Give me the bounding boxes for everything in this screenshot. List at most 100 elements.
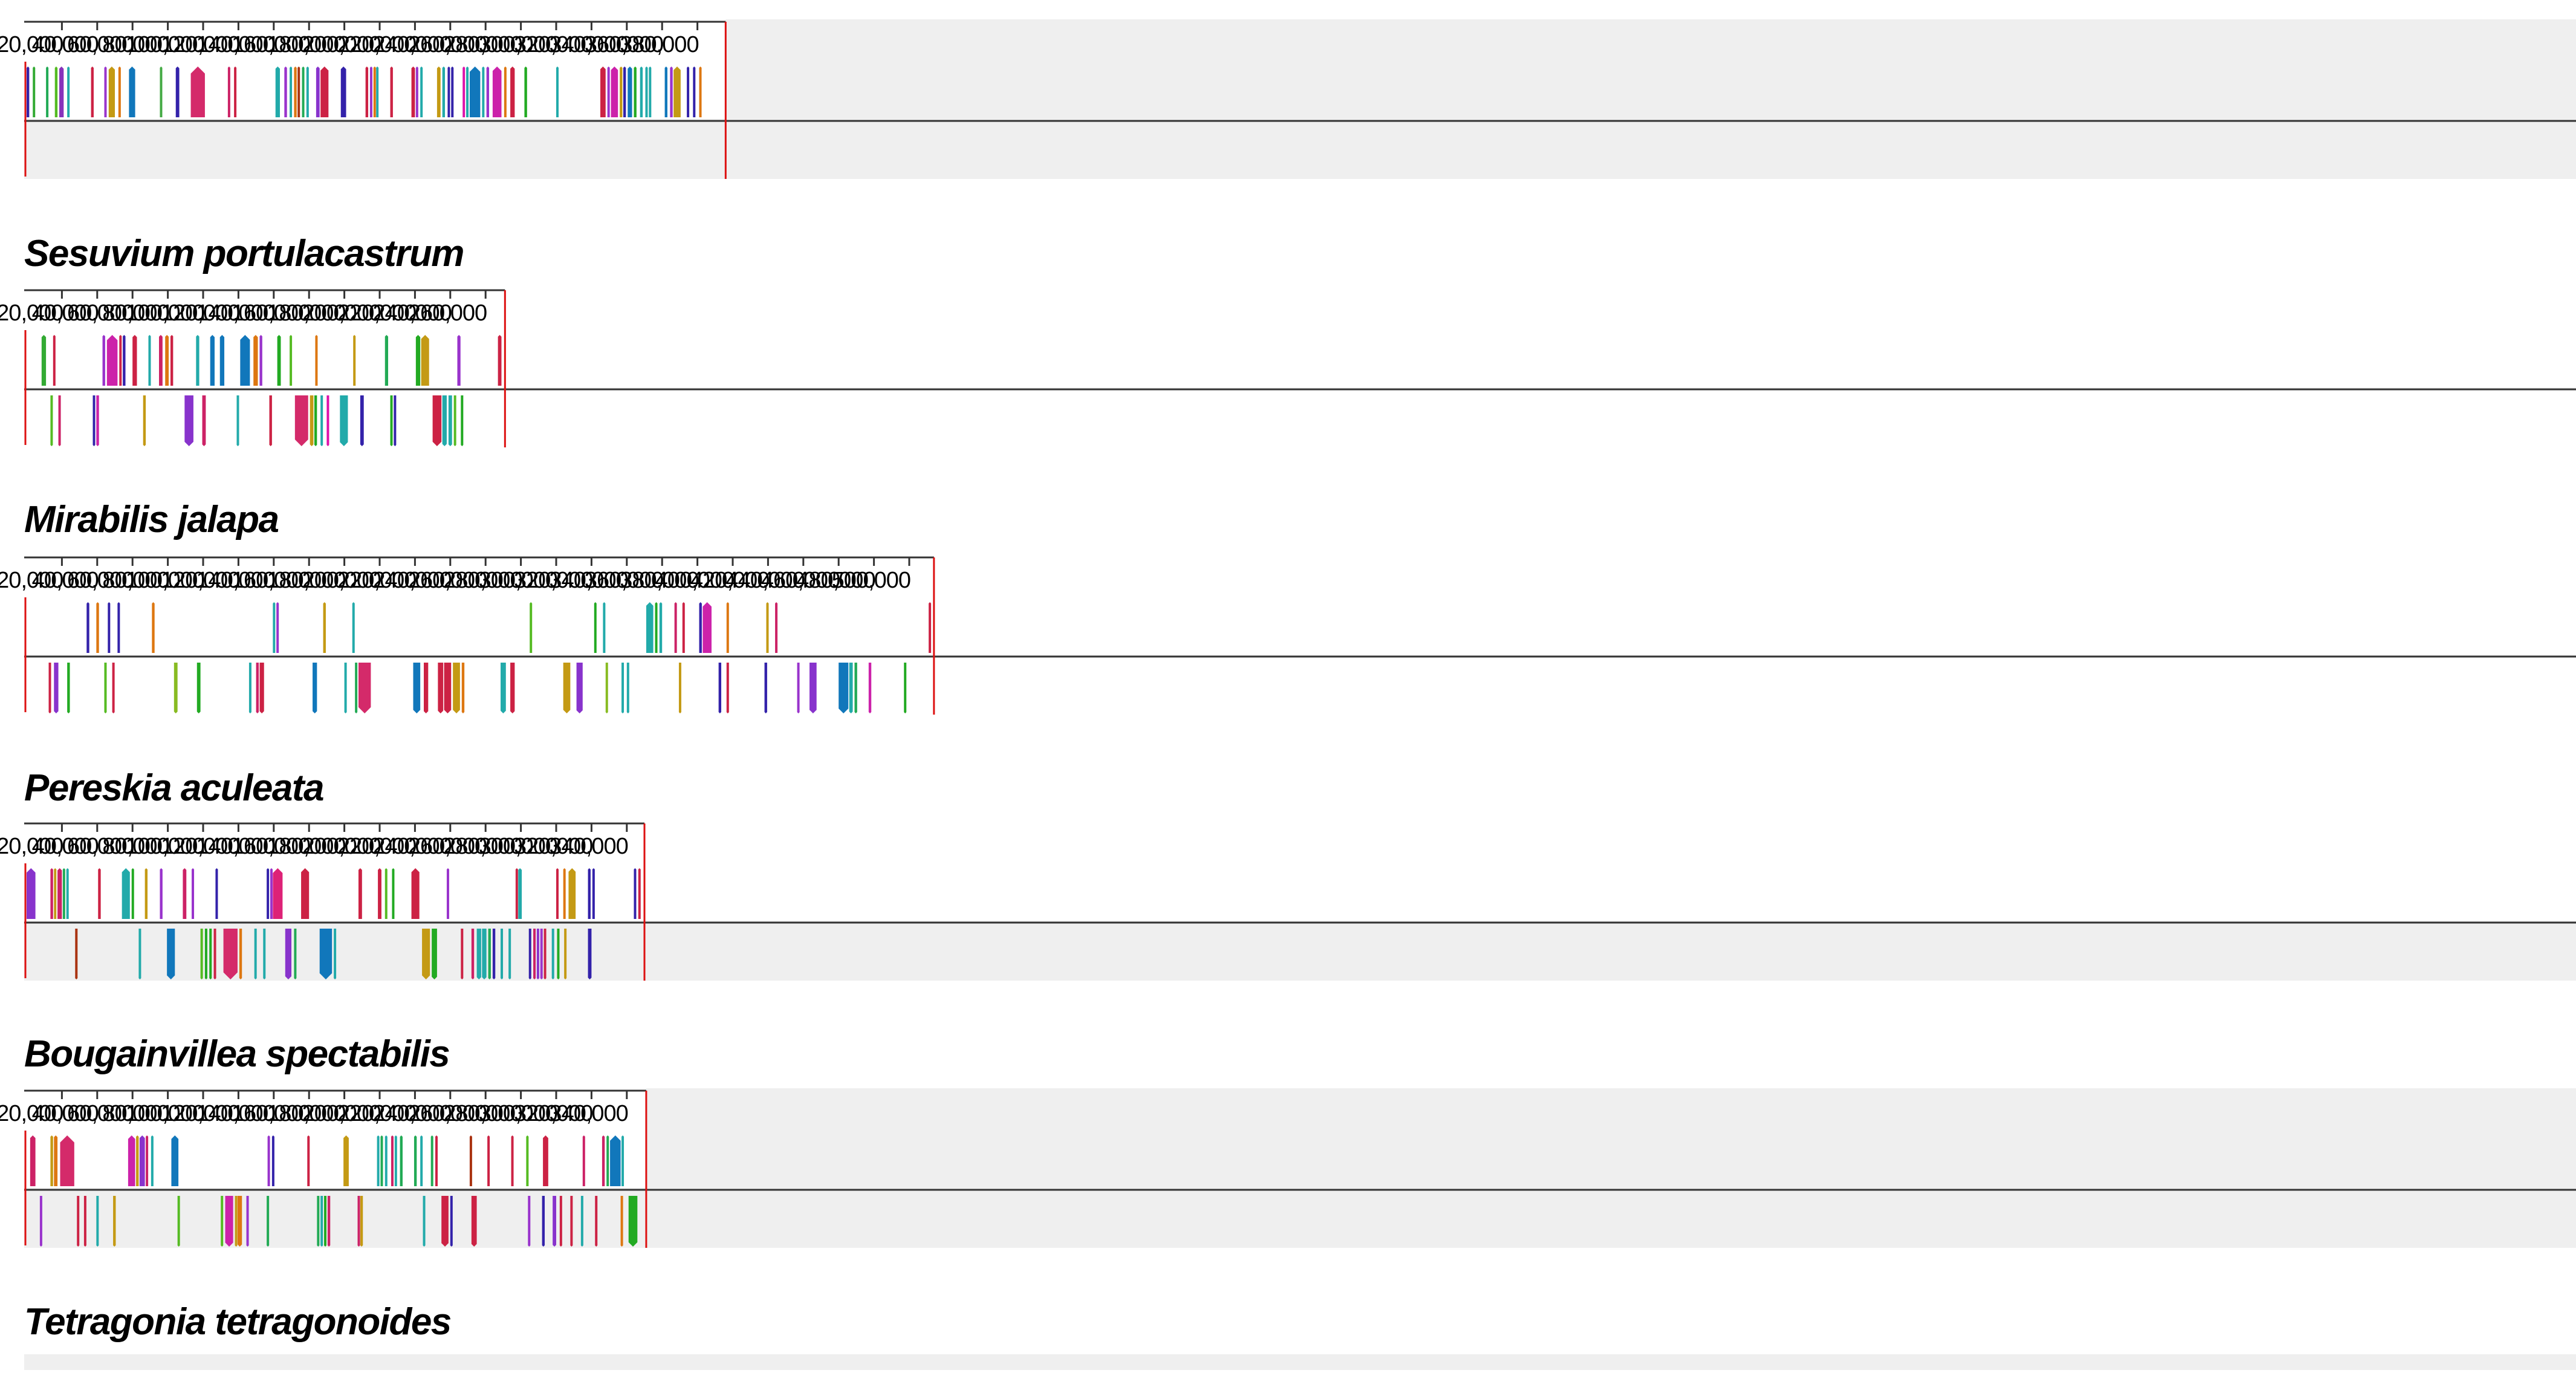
ruler-tick-label: 200,000 [302, 1101, 381, 1126]
collinear-block [580, 1196, 583, 1247]
collinear-block [438, 663, 444, 713]
ruler-tick-label: 220,000 [337, 834, 416, 859]
collinear-block [160, 67, 163, 117]
collinear-block [112, 663, 115, 713]
collinear-block [594, 602, 597, 653]
collinear-block [269, 395, 272, 446]
collinear-block [726, 602, 729, 653]
collinear-block [411, 868, 420, 919]
collinear-block [136, 1135, 139, 1186]
genome-label: Sesuvium portulacastrum [24, 233, 464, 274]
collinear-block [628, 67, 632, 117]
collinear-block [225, 1196, 233, 1247]
collinear-block [353, 335, 356, 386]
collinear-block [358, 663, 371, 713]
ruler-tick-label: 420,000 [690, 568, 769, 593]
collinear-block [390, 67, 393, 117]
collinear-block [302, 67, 305, 117]
collinear-block [77, 1196, 80, 1247]
collinear-block [839, 663, 849, 713]
collinear-block [390, 395, 393, 446]
collinear-block [196, 335, 200, 386]
track-upper-region [24, 288, 2576, 388]
ruler-tick-label: 40,000 [32, 32, 99, 57]
collinear-block [48, 663, 51, 713]
collinear-block [766, 602, 769, 653]
collinear-block [699, 602, 702, 653]
collinear-block [394, 395, 397, 446]
collinear-block [46, 67, 49, 117]
collinear-block [53, 335, 56, 386]
collinear-block [693, 67, 696, 117]
ruler-tick-label: 160,000 [232, 300, 310, 326]
collinear-block [392, 868, 395, 919]
ruler-tick-label: 260,000 [408, 1101, 487, 1126]
collinear-block [576, 663, 583, 713]
collinear-block [442, 67, 446, 117]
ruler-tick-label: 340,000 [549, 568, 628, 593]
collinear-block [462, 67, 466, 117]
collinear-block [415, 67, 418, 117]
ruler-tick-label: 100,000 [126, 568, 204, 593]
collinear-block [360, 395, 364, 446]
collinear-block [611, 67, 618, 117]
collinear-block [267, 1135, 270, 1186]
ruler-tick-label: 320,000 [514, 568, 592, 593]
collinear-block [50, 868, 53, 919]
collinear-block [471, 1196, 477, 1247]
collinear-block [171, 1135, 179, 1186]
ruler-tick-label: 40,000 [32, 300, 99, 326]
collinear-block [313, 663, 317, 713]
collinear-block [316, 67, 320, 117]
collinear-block [432, 395, 442, 446]
collinear-block [202, 395, 206, 446]
collinear-block [67, 663, 70, 713]
collinear-block [533, 929, 536, 979]
collinear-block [536, 929, 539, 979]
collinear-block [453, 395, 456, 446]
collinear-block [167, 929, 175, 979]
collinear-block [563, 663, 571, 713]
ruler-tick-label: 480,000 [796, 568, 875, 593]
collinear-block [237, 1196, 242, 1247]
collinear-block [128, 1135, 135, 1186]
collinear-block [626, 663, 629, 713]
collinear-block [357, 1196, 360, 1247]
collinear-block [160, 868, 163, 919]
collinear-block [435, 1135, 438, 1186]
collinear-block [60, 1135, 74, 1186]
ruler-tick-label: 160,000 [232, 834, 310, 859]
collinear-block [482, 929, 487, 979]
collinear-block [108, 67, 115, 117]
track-upper-region [24, 555, 2576, 655]
collinear-block [259, 335, 262, 386]
collinear-block [159, 335, 163, 386]
ruler-tick-label: 120,000 [161, 834, 239, 859]
ruler-tick-label: 80,000 [102, 568, 169, 593]
ruler-tick-label: 220,000 [337, 568, 416, 593]
collinear-block [476, 929, 481, 979]
ruler-tick-label: 380,000 [620, 32, 698, 57]
collinear-block [86, 602, 89, 653]
collinear-block [556, 67, 559, 117]
collinear-block [204, 929, 207, 979]
collinear-block [421, 335, 429, 386]
collinear-block [276, 602, 279, 653]
collinear-block [223, 929, 238, 979]
collinear-block [376, 67, 379, 117]
collinear-block [849, 663, 853, 713]
ruler-tick-label: 260,000 [408, 834, 487, 859]
collinear-block [326, 395, 329, 446]
ruler-tick-label: 320,000 [514, 32, 592, 57]
ruler-tick-label: 60,000 [67, 300, 134, 326]
collinear-block [54, 67, 58, 117]
collinear-block [144, 868, 148, 919]
collinear-block [528, 1196, 531, 1247]
collinear-block [649, 67, 652, 117]
ruler-tick-label: 240,000 [372, 1101, 451, 1126]
collinear-block [620, 67, 623, 117]
collinear-block [726, 663, 729, 713]
collinear-block [638, 868, 641, 919]
collinear-block [557, 929, 560, 979]
collinear-block [582, 1135, 585, 1186]
